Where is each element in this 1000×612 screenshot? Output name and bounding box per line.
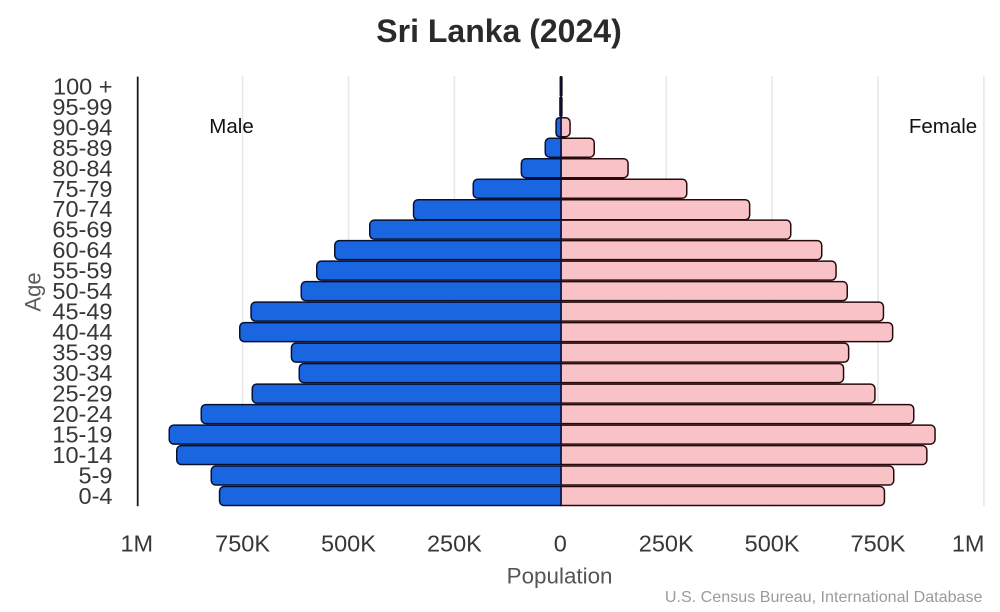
svg-text:85-89: 85-89 — [52, 135, 112, 161]
svg-text:60-64: 60-64 — [52, 237, 112, 263]
svg-text:5-9: 5-9 — [79, 463, 113, 489]
svg-text:0: 0 — [554, 531, 567, 557]
svg-text:55-59: 55-59 — [52, 258, 112, 284]
svg-text:95-99: 95-99 — [52, 94, 112, 120]
svg-text:1M: 1M — [952, 531, 985, 557]
svg-text:Age: Age — [20, 272, 45, 311]
svg-text:Female: Female — [909, 115, 977, 138]
svg-text:500K: 500K — [745, 531, 800, 557]
svg-text:Population: Population — [507, 563, 613, 588]
svg-text:500K: 500K — [321, 531, 376, 557]
svg-text:Sri Lanka (2024): Sri Lanka (2024) — [376, 13, 621, 49]
svg-text:65-69: 65-69 — [52, 217, 112, 243]
svg-text:250K: 250K — [639, 531, 694, 557]
svg-text:U.S. Census Bureau, Internatio: U.S. Census Bureau, International Databa… — [665, 588, 983, 606]
svg-text:90-94: 90-94 — [52, 114, 112, 140]
svg-text:Male: Male — [209, 115, 253, 138]
svg-text:1M: 1M — [120, 531, 153, 557]
svg-text:25-29: 25-29 — [52, 381, 112, 407]
svg-text:250K: 250K — [427, 531, 482, 557]
svg-text:20-24: 20-24 — [52, 401, 112, 427]
svg-text:75-79: 75-79 — [52, 176, 112, 202]
svg-text:750K: 750K — [215, 531, 270, 557]
svg-text:80-84: 80-84 — [52, 155, 112, 181]
svg-text:100 +: 100 + — [53, 73, 112, 99]
svg-text:35-39: 35-39 — [52, 340, 112, 366]
svg-text:70-74: 70-74 — [52, 196, 112, 222]
svg-text:30-34: 30-34 — [52, 360, 112, 386]
svg-text:50-54: 50-54 — [52, 278, 112, 304]
svg-text:0-4: 0-4 — [79, 483, 113, 509]
svg-text:15-19: 15-19 — [52, 422, 112, 448]
svg-text:40-44: 40-44 — [52, 319, 112, 345]
svg-text:750K: 750K — [851, 531, 906, 557]
svg-text:45-49: 45-49 — [52, 299, 112, 325]
svg-text:10-14: 10-14 — [52, 442, 112, 468]
